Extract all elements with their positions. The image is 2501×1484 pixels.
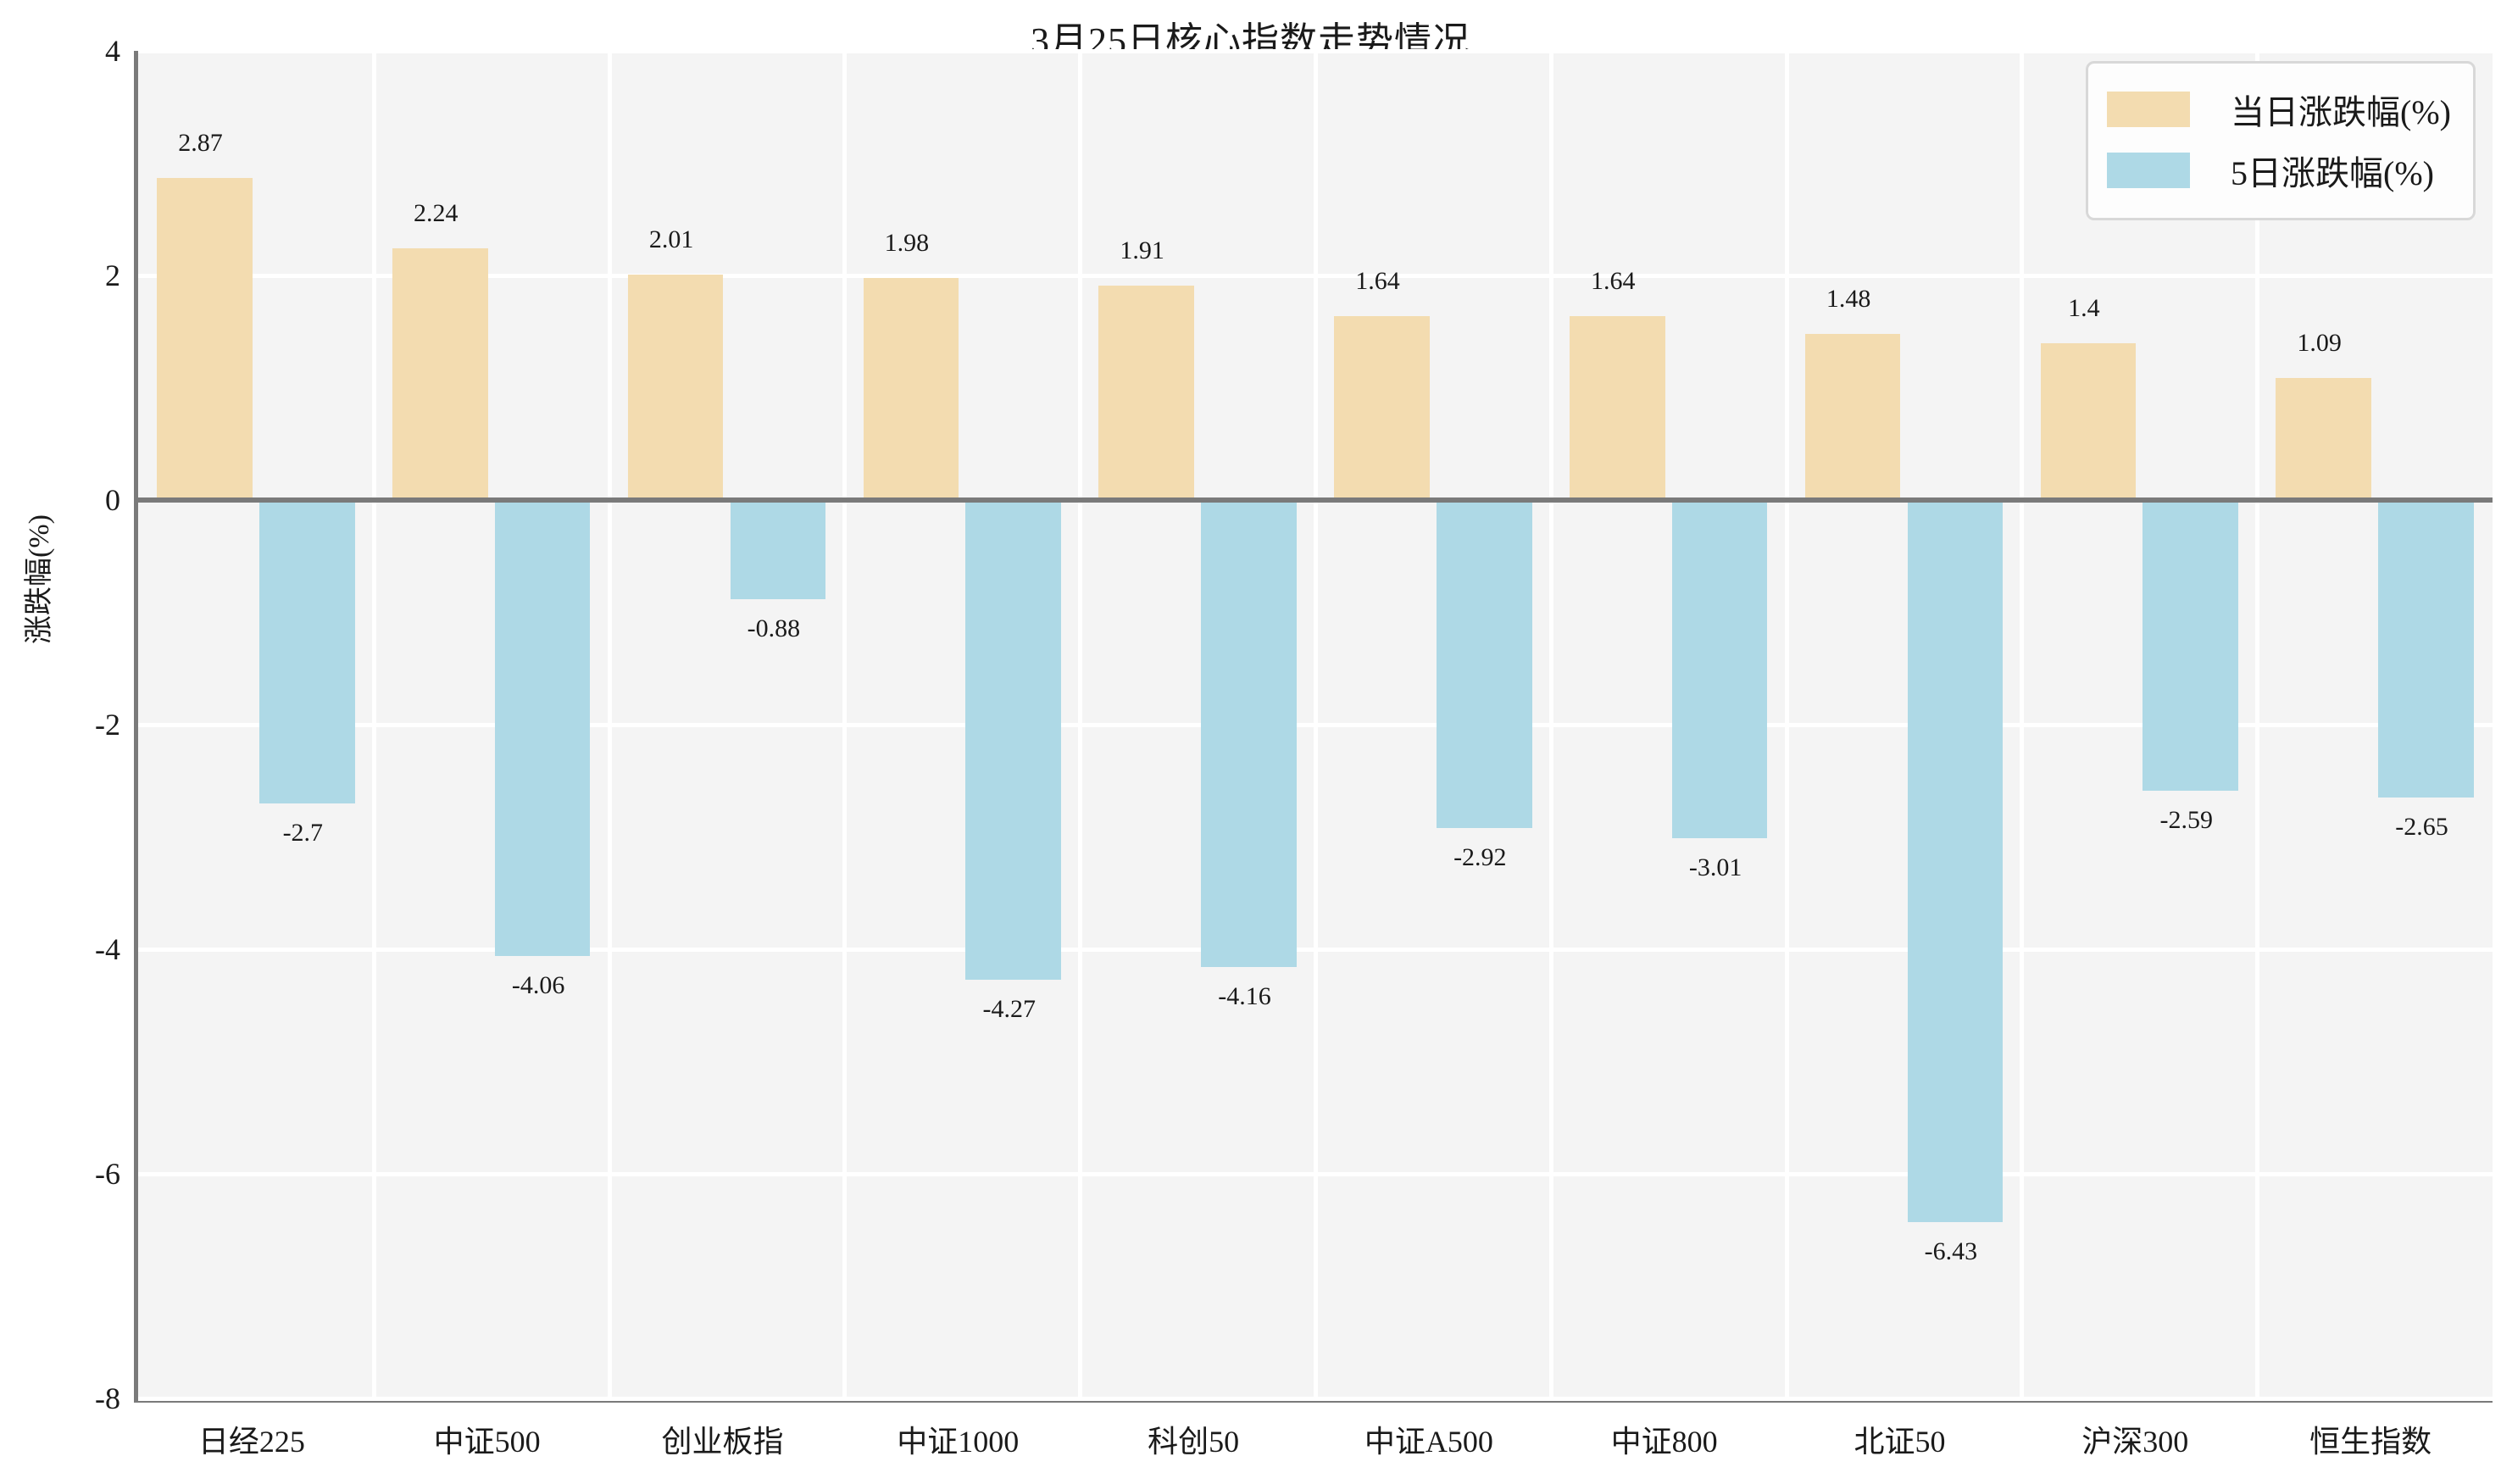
bar-value-label: 2.24 xyxy=(414,199,459,228)
bar-current-day[interactable] xyxy=(1570,315,1665,500)
bar-five-day[interactable] xyxy=(1437,500,1532,828)
bar-current-day[interactable] xyxy=(627,274,724,500)
x-tick-label: 北证50 xyxy=(1854,1425,1946,1459)
bar-five-day[interactable] xyxy=(965,500,1061,980)
x-tick-label: 日经225 xyxy=(197,1425,305,1459)
gridline-vertical xyxy=(2020,51,2025,1398)
bar-value-label: 1.4 xyxy=(2068,293,2100,322)
x-tick-label: 中证800 xyxy=(1610,1425,1718,1459)
y-tick-label: -8 xyxy=(95,1381,120,1415)
bar-value-label: 1.91 xyxy=(1120,236,1164,264)
bar-value-label: 2.01 xyxy=(648,225,694,253)
legend-swatch-icon xyxy=(2107,92,2191,127)
bar-five-day[interactable] xyxy=(1671,500,1768,838)
gridline-vertical xyxy=(371,51,376,1398)
legend-label: 5日涨跌幅(%) xyxy=(2231,154,2434,192)
y-tick-label: 2 xyxy=(105,258,120,292)
bar-value-label: 1.48 xyxy=(1826,284,1871,313)
bar-value-label: -2.92 xyxy=(1453,842,1507,871)
gridline-vertical xyxy=(607,51,612,1398)
gridline-vertical xyxy=(1314,51,1318,1398)
gridline-vertical xyxy=(1548,51,1553,1398)
zero-baseline xyxy=(138,497,2493,503)
bar-value-label: -2.59 xyxy=(2159,806,2213,835)
gridline-vertical xyxy=(842,51,848,1398)
bar-five-day[interactable] xyxy=(730,500,826,599)
x-tick-label: 沪深300 xyxy=(2081,1425,2189,1459)
y-axis-label: 涨跌幅(%) xyxy=(24,514,55,644)
bar-current-day[interactable] xyxy=(2040,342,2137,500)
bar-value-label: 1.09 xyxy=(2297,328,2342,357)
x-tick-label: 中证500 xyxy=(433,1425,541,1459)
bar-five-day[interactable] xyxy=(1907,500,2004,1222)
bar-current-day[interactable] xyxy=(1334,315,1430,500)
bar-five-day[interactable] xyxy=(494,500,591,956)
bar-current-day[interactable] xyxy=(1804,333,1901,500)
legend-item[interactable]: 5日涨跌幅(%) xyxy=(2107,140,2451,201)
bar-value-label: 1.64 xyxy=(1355,266,1400,295)
y-tick-label: 0 xyxy=(105,483,120,517)
bar-value-label: -6.43 xyxy=(1924,1237,1978,1265)
gridline-vertical xyxy=(1078,51,1083,1398)
y-tick-label: -4 xyxy=(95,932,120,966)
bar-five-day[interactable] xyxy=(2378,500,2474,798)
bar-value-label: -0.88 xyxy=(747,614,801,642)
bar-current-day[interactable] xyxy=(1098,285,1194,500)
bar-value-label: -4.27 xyxy=(982,994,1036,1023)
bar-current-day[interactable] xyxy=(157,177,253,500)
bar-current-day[interactable] xyxy=(392,248,488,500)
y-tick-label: -6 xyxy=(95,1157,120,1191)
bar-current-day[interactable] xyxy=(863,277,959,500)
bar-value-label: 1.98 xyxy=(884,228,930,257)
bar-value-label: -3.01 xyxy=(1688,853,1742,881)
x-tick-label: 创业板指 xyxy=(661,1425,784,1459)
bar-value-label: -2.65 xyxy=(2395,813,2448,842)
gridline-vertical xyxy=(2255,51,2260,1398)
y-tick-label: -2 xyxy=(95,708,120,742)
legend-item[interactable]: 当日涨跌幅(%) xyxy=(2107,79,2451,140)
legend-swatch-icon xyxy=(2107,153,2191,188)
bar-five-day[interactable] xyxy=(2143,500,2238,792)
bar-value-label: -4.06 xyxy=(511,970,565,999)
plot-area xyxy=(134,49,2493,1403)
gridline-vertical xyxy=(1784,51,1789,1398)
bar-value-label: -2.7 xyxy=(282,818,324,847)
bar-value-label: 2.87 xyxy=(178,128,223,157)
x-tick-label: 中证A500 xyxy=(1364,1425,1493,1459)
bar-five-day[interactable] xyxy=(1201,500,1297,968)
legend-label: 当日涨跌幅(%) xyxy=(2231,93,2451,131)
x-tick-label: 中证1000 xyxy=(897,1425,1020,1459)
x-tick-label: 恒生指数 xyxy=(2309,1425,2432,1459)
x-tick-label: 科创50 xyxy=(1148,1425,1240,1459)
y-tick-label: 4 xyxy=(105,34,120,68)
chart-legend[interactable]: 当日涨跌幅(%) 5日涨跌幅(%) xyxy=(2086,61,2476,220)
bar-value-label: -4.16 xyxy=(1218,982,1271,1011)
gridline-horizontal xyxy=(138,1397,2493,1401)
bar-value-label: 1.64 xyxy=(1591,266,1636,295)
bar-current-day[interactable] xyxy=(2276,377,2371,500)
bar-five-day[interactable] xyxy=(259,500,355,803)
